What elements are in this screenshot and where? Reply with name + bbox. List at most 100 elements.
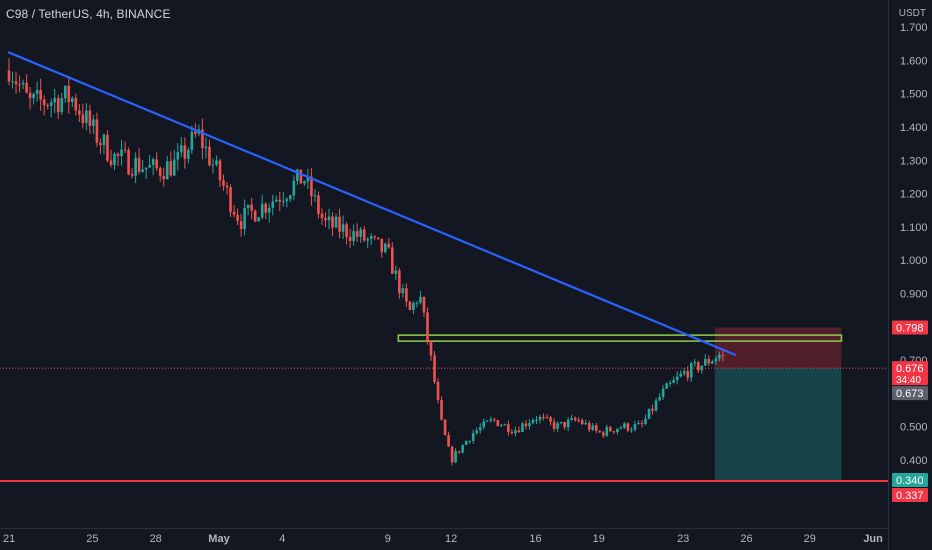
candle [334,213,338,229]
candle [123,141,127,154]
candle [158,166,162,182]
candle [137,148,141,175]
candle [598,430,602,434]
candle [510,428,514,435]
candle [225,182,229,195]
candle [552,418,556,432]
candle [201,118,204,160]
candle [570,414,573,421]
candle [482,418,486,430]
candle [151,157,155,176]
candle [405,283,408,307]
candle [426,307,429,345]
candle [208,139,211,167]
candle [528,419,531,430]
x-tick-label: 26 [740,533,752,545]
candle [355,223,359,242]
candle [42,95,46,116]
candle [563,421,566,430]
candle [436,378,440,404]
x-tick-label: 21 [3,533,15,545]
candle [95,112,99,147]
candle [246,204,250,216]
candle [236,208,239,226]
candle [693,358,697,367]
candle [310,168,313,206]
candle [711,359,714,364]
candle [626,422,630,433]
candle [113,152,116,170]
candle [478,423,482,434]
candle [661,385,665,400]
candle [204,136,208,159]
candle [257,216,260,222]
x-tick-label: 23 [677,533,689,545]
candle [88,104,92,134]
candle [545,414,549,419]
candle [39,78,42,111]
candle [672,376,675,384]
y-tick-label: 1.100 [900,222,928,234]
candle [679,370,682,378]
candle [260,194,264,220]
candle [11,71,14,89]
candle [67,77,71,114]
candle [644,414,647,426]
x-tick-label: 4 [279,533,285,545]
candle [521,421,524,433]
candle [605,424,609,438]
resistance-zone[interactable] [397,334,843,342]
candle [85,103,88,131]
candle [665,382,668,389]
candle [264,201,268,220]
candle [485,420,489,422]
candle [654,397,658,412]
candle [155,152,158,172]
x-tick-label: 12 [445,533,457,545]
candle [172,150,176,176]
candle [320,208,324,225]
candle [682,368,686,376]
candle [475,427,479,435]
candle [489,416,493,423]
candle [243,199,246,236]
trendline[interactable] [7,51,737,357]
stop-loss-zone[interactable] [714,327,842,369]
y-tick-label: 0.400 [900,455,928,467]
candle [464,440,468,446]
candle [165,155,169,180]
candle [538,414,542,424]
x-tick-label: 16 [529,533,541,545]
take-profit-zone[interactable] [714,368,842,480]
candle [211,158,215,174]
candle [109,149,113,168]
candle [116,152,120,166]
candle [162,167,166,187]
candle [285,197,289,208]
candle [74,93,78,116]
candle [500,423,503,427]
candle [391,242,394,275]
candles-group [7,58,725,466]
candle [21,79,25,89]
candle [394,265,398,280]
x-tick-label: 29 [804,533,816,545]
candle [218,158,222,188]
y-tick-label: 1.600 [900,55,928,67]
currency-label: USDT [898,8,926,19]
x-tick-label: 28 [150,533,162,545]
candle [566,417,570,431]
candle [461,444,464,454]
candle [573,416,577,422]
candle [587,420,591,433]
x-tick-label: 9 [385,533,391,545]
candle [278,191,282,212]
candle [78,104,81,122]
candle [35,81,39,102]
candle [282,191,285,207]
candle [292,175,296,201]
y-tick-label: 1.200 [900,189,928,201]
y-tick-label: 1.400 [900,122,928,134]
